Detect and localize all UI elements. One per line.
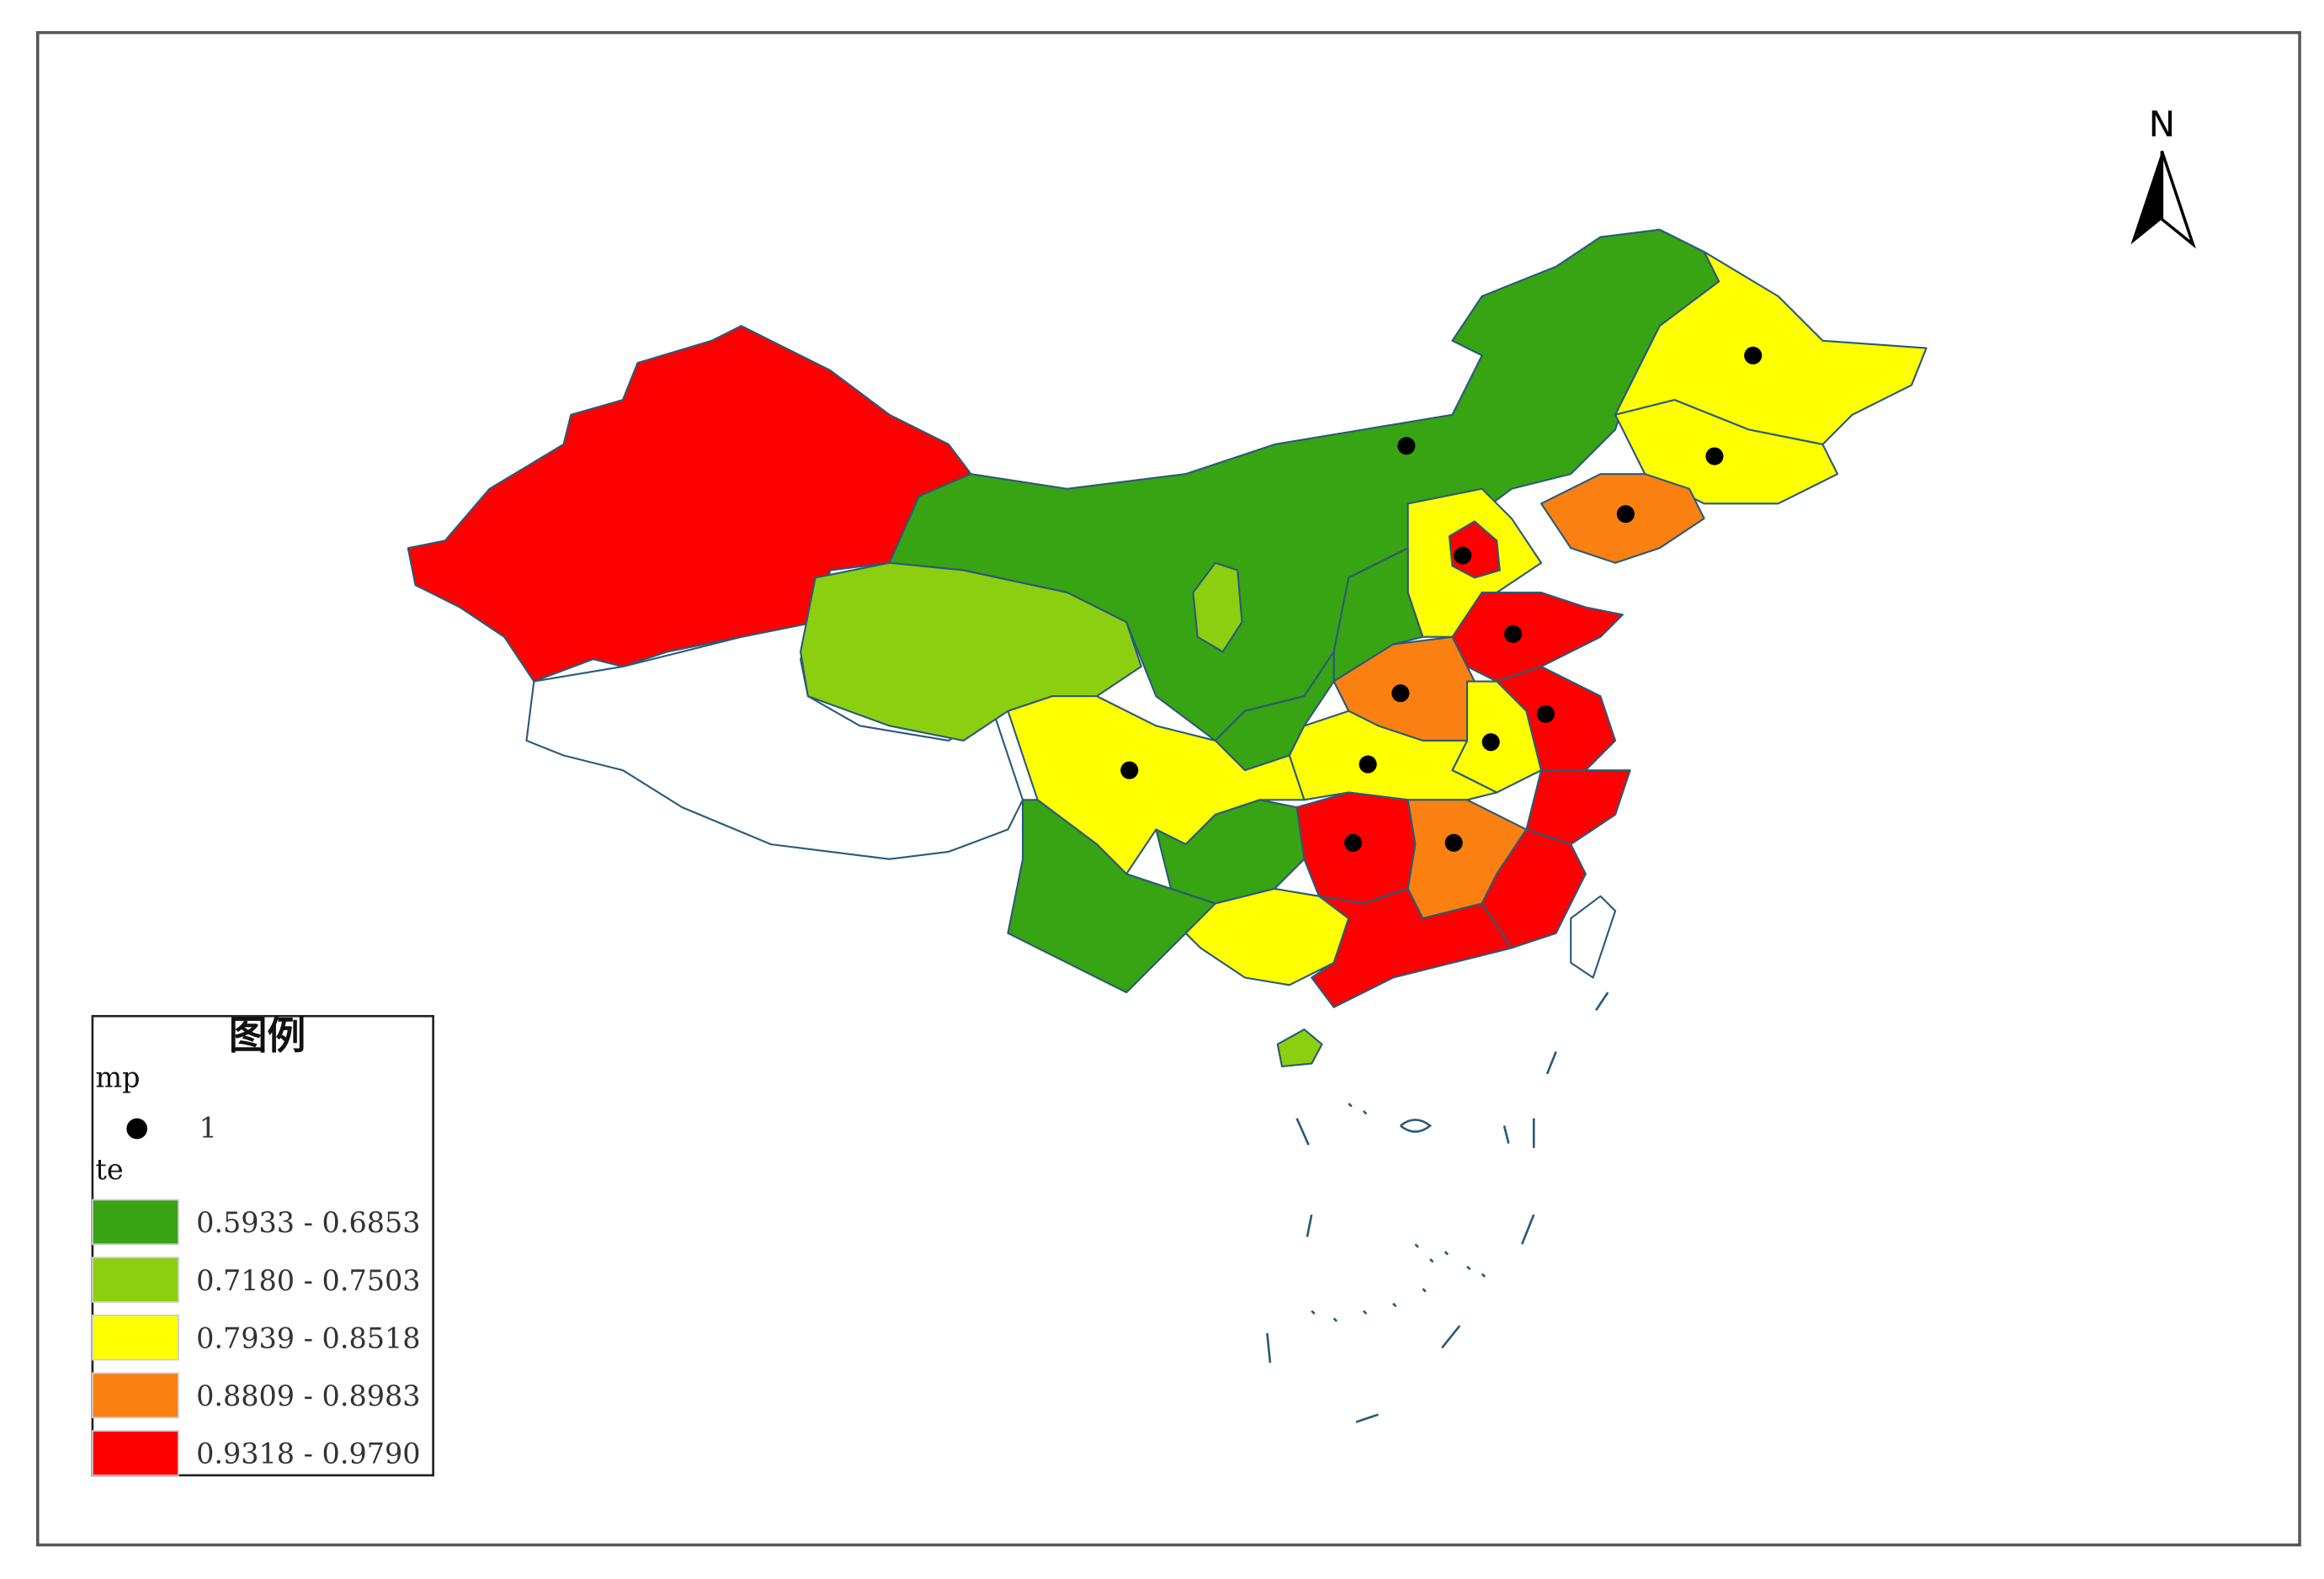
- mp-point: [1705, 447, 1724, 465]
- legend-label: 1: [199, 1112, 217, 1145]
- arrow-right: [2160, 150, 2196, 249]
- jiangsu: [1496, 665, 1617, 772]
- shandong: [1451, 591, 1624, 683]
- legend-swatch: [92, 1430, 179, 1476]
- legend-swatch: [92, 1199, 179, 1246]
- ningxia: [1192, 561, 1243, 653]
- mp-point: [1481, 733, 1500, 752]
- legend-label: 0.8809 - 0.8983: [196, 1380, 420, 1412]
- legend-point-symbol: [126, 1118, 148, 1140]
- mp-points: [1120, 346, 1763, 852]
- legend-group-name: mp: [95, 1061, 140, 1094]
- south-sea-islands: [1266, 992, 1609, 1423]
- legend-label: 0.9318 - 0.9790: [196, 1438, 420, 1470]
- legend-swatch: [92, 1257, 179, 1303]
- legend-label: 0.5933 - 0.6853: [196, 1206, 420, 1239]
- provinces: [407, 228, 1928, 1423]
- yunnan: [1007, 799, 1216, 994]
- mp-point: [1616, 505, 1635, 524]
- hainan: [1276, 1029, 1323, 1068]
- legend-label: 0.7939 - 0.8518: [196, 1321, 420, 1354]
- mp-point: [1536, 704, 1555, 723]
- north-label: N: [2149, 104, 2176, 145]
- mp-point: [1504, 625, 1523, 643]
- legend-label: 0.7180 - 0.7503: [196, 1264, 420, 1297]
- north-arrow: N: [2130, 104, 2196, 249]
- legend-title: 图例: [229, 1013, 306, 1058]
- guangdong: [1311, 887, 1513, 1008]
- mp-point: [1343, 833, 1363, 852]
- mp-point: [1444, 833, 1463, 852]
- legend: 图例 mp 1 te 0.5933 - 0.6853 0.7180 - 0.750…: [91, 1013, 434, 1477]
- taiwan: [1570, 895, 1617, 979]
- map-frame: [36, 30, 2301, 1547]
- mp-point: [1397, 437, 1416, 455]
- mp-point: [1359, 755, 1377, 774]
- fujian: [1481, 828, 1587, 949]
- mp-point: [1391, 684, 1410, 703]
- legend-swatch: [92, 1372, 179, 1419]
- legend-class-items: 0.5933 - 0.6853 0.7180 - 0.7503 0.7939 - 0…: [92, 1199, 421, 1476]
- arrow-left: [2130, 151, 2162, 245]
- mp-point: [1120, 761, 1139, 779]
- legend-swatch: [92, 1314, 179, 1361]
- mp-point: [1454, 546, 1472, 565]
- mp-point: [1744, 346, 1763, 364]
- legend-group-name: te: [95, 1153, 123, 1186]
